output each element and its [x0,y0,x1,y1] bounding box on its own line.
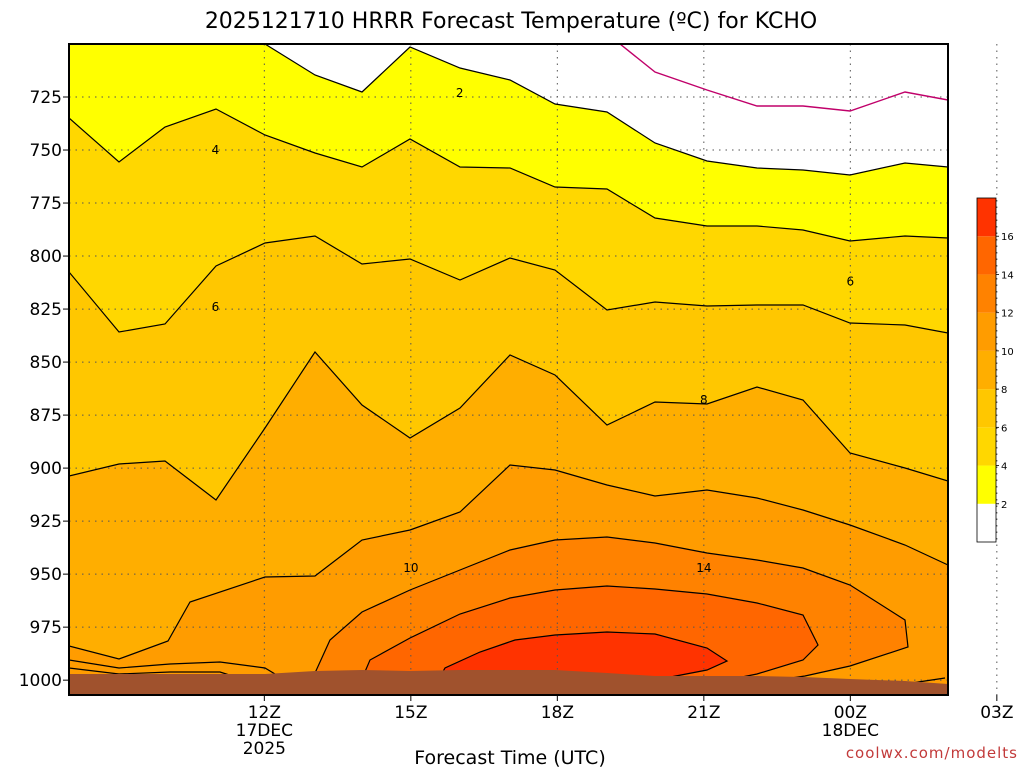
x-tick-label-12Z-1: 17DEC [236,721,293,741]
colorbar-swatch-2 [977,427,996,466]
colorbar-swatch-4 [977,350,996,390]
y-tick-label-725: 725 [30,88,62,108]
contour-4 [69,108,948,242]
colorbar-label-10: 10 [1001,347,1014,358]
contour-6 [69,235,948,334]
y-tick-label-1000: 1000 [19,671,62,691]
x-axis-label: Forecast Time (UTC) [414,747,605,768]
contour-label-2: 6 [212,300,220,314]
contour-labels: 2 4 6 6 8 10 14 [212,86,855,575]
x-tick-label-21Z-0: 21Z [687,703,720,723]
y-tick-label-950: 950 [30,565,62,585]
band-2-4 [69,44,948,241]
y-axis: 725 750 775 800 825 850 875 900 925 950 975 1000 [19,88,69,691]
freezing-line [619,44,948,112]
y-tick-label-825: 825 [30,300,62,320]
contour-10 [69,464,948,660]
x-tick-label-00Z-0: 00Z [834,703,867,723]
chart-title: 2025121710 HRRR Forecast Temperature (ºC… [205,9,817,34]
band-white-below-2 [265,44,948,175]
x-tick-label-03Z-0: 03Z [980,703,1013,723]
band-4-6 [69,109,948,333]
colorbar-swatch-8 [977,198,996,237]
colorbar-swatch-1 [977,465,996,504]
colorbar-label-8: 8 [1001,385,1007,396]
colorbar-label-12: 12 [1001,309,1014,320]
colorbar-swatch-3 [977,389,996,428]
colorbar-swatch-6 [977,274,996,313]
contour-label-5: 10 [403,561,418,575]
x-tick-label-00Z-1: 18DEC [822,721,879,741]
colorbar-label-14: 14 [1001,270,1014,281]
colorbar-frame [976,197,997,543]
colorbar-swatch-5 [977,312,996,351]
colorbar-label-4: 4 [1001,462,1007,473]
x-tick-label-15Z-0: 15Z [394,703,427,723]
y-tick-label-900: 900 [30,459,62,479]
x-tick-label-18Z-0: 18Z [541,703,574,723]
y-tick-label-750: 750 [30,141,62,161]
contour-label-4: 8 [700,393,708,407]
colorbar: 2 4 6 8 10 12 14 16 [976,197,1014,543]
colorbar-swatch-0 [977,503,996,542]
watermark: coolwx.com/modelts [846,744,1018,762]
y-tick-label-850: 850 [30,353,62,373]
contour-label-6: 14 [696,561,711,575]
colorbar-swatch-7 [977,236,996,275]
colorbar-label-2: 2 [1001,500,1007,511]
contour-label-0: 2 [456,86,464,100]
y-tick-label-975: 975 [30,618,62,638]
y-tick-label-800: 800 [30,247,62,267]
contour-label-1: 4 [212,143,220,157]
y-tick-label-925: 925 [30,512,62,532]
contour-2 [264,44,948,176]
contour-label-3: 6 [847,274,855,288]
temperature-fill-layer [69,44,948,695]
terrain-surface [69,670,948,695]
grid [69,44,998,695]
y-tick-label-775: 775 [30,194,62,214]
x-tick-label-12Z-2: 2025 [243,739,286,759]
contour-8 [69,351,948,501]
contour-near-surface-a [69,659,286,681]
colorbar-label-6: 6 [1001,423,1007,434]
x-tick-label-12Z-0: 12Z [248,703,281,723]
colorbar-label-16: 16 [1001,232,1014,243]
plot-frame [68,43,949,696]
y-tick-label-875: 875 [30,406,62,426]
